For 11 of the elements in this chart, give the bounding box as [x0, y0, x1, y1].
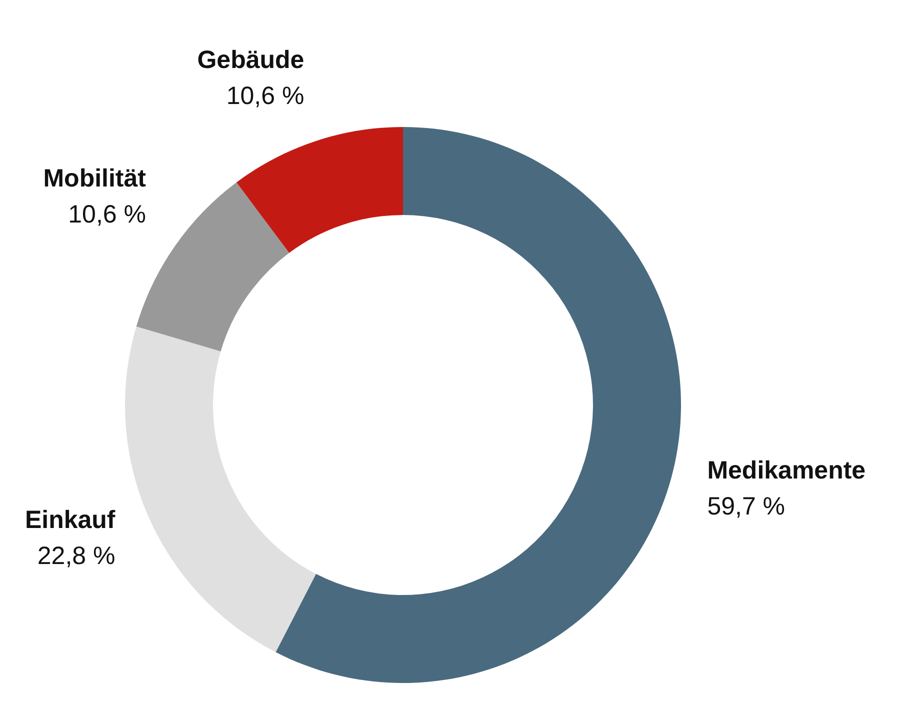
slice-label: Einkauf — [24, 506, 116, 534]
slice-label: Mobilität — [43, 164, 147, 192]
slice-label: Medikamente — [707, 456, 866, 485]
donut-slice — [276, 127, 681, 683]
data-label: 10,6 % — [226, 82, 304, 110]
donut-slice — [236, 127, 403, 253]
data-label: 22,8 % — [37, 542, 116, 570]
donut-slice — [125, 326, 316, 652]
slice-label: Gebäude — [197, 46, 304, 74]
data-label: 10,6 % — [68, 200, 146, 228]
data-label: 59,7 % — [707, 492, 786, 521]
